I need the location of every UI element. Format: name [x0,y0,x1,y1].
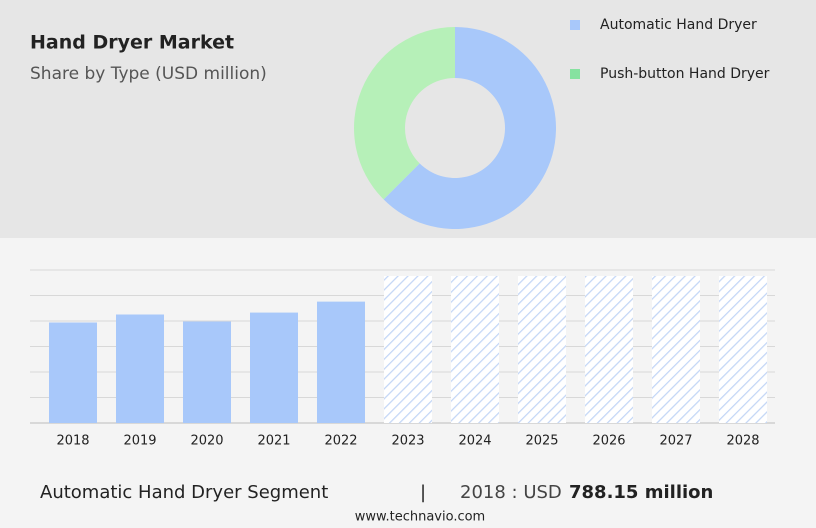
footer-separator: | [420,482,426,503]
footer-source: www.technavio.com [355,510,485,525]
legend-swatch [570,20,580,30]
x-tick-label: 2019 [123,434,156,449]
legend-label: Push-button Hand Dryer [600,66,770,82]
bar [183,321,231,423]
x-tick-label: 2023 [391,434,424,449]
x-tick-label: 2025 [525,434,558,449]
forecast-placeholder [518,276,566,423]
legend-swatch [570,69,580,79]
chart-subtitle: Share by Type (USD million) [30,64,267,84]
bar [116,314,164,423]
footer-value: 788.15 million [569,482,713,503]
x-tick-label: 2018 [56,434,89,449]
forecast-placeholder [384,276,432,423]
bar [317,301,365,423]
footer-segment: Automatic Hand Dryer Segment [40,482,328,503]
x-tick-label: 2024 [458,434,491,449]
x-tick-label: 2026 [592,434,625,449]
forecast-placeholder [652,276,700,423]
x-tick-label: 2027 [659,434,692,449]
x-tick-label: 2028 [726,434,759,449]
x-tick-label: 2022 [324,434,357,449]
footer-year: 2018 : USD [460,482,562,503]
pie-slice [353,27,455,200]
bar [250,312,298,423]
x-tick-label: 2021 [257,434,290,449]
bar [49,322,97,423]
forecast-placeholder [451,276,499,423]
x-tick-label: 2020 [190,434,223,449]
legend-label: Automatic Hand Dryer [600,17,757,33]
forecast-placeholder [585,276,633,423]
chart-title: Hand Dryer Market [30,32,234,54]
forecast-placeholder [719,276,767,423]
pie-slice [383,27,556,229]
